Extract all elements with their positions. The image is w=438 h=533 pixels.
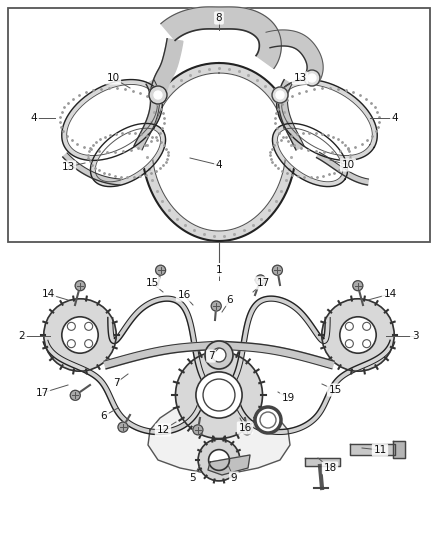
Circle shape [276, 91, 284, 99]
Text: 18: 18 [323, 463, 337, 473]
Text: 16: 16 [238, 423, 251, 433]
Circle shape [304, 70, 320, 86]
Circle shape [205, 341, 233, 369]
Polygon shape [208, 455, 250, 475]
Polygon shape [104, 341, 219, 369]
Circle shape [70, 390, 80, 400]
Circle shape [176, 351, 262, 439]
Text: 19: 19 [281, 393, 295, 403]
Circle shape [155, 265, 166, 275]
Text: 13: 13 [293, 73, 307, 83]
Circle shape [44, 299, 116, 371]
Circle shape [255, 407, 281, 433]
Text: 7: 7 [208, 351, 214, 361]
Text: 14: 14 [41, 289, 55, 299]
Circle shape [272, 265, 283, 275]
Polygon shape [148, 396, 290, 474]
Polygon shape [305, 458, 340, 466]
Circle shape [149, 86, 167, 104]
Polygon shape [91, 124, 166, 187]
Circle shape [212, 348, 226, 362]
Circle shape [67, 340, 75, 348]
Circle shape [353, 281, 363, 290]
Polygon shape [279, 80, 304, 150]
Polygon shape [134, 80, 159, 150]
Circle shape [85, 340, 93, 348]
Circle shape [255, 275, 265, 285]
Text: 10: 10 [106, 73, 120, 83]
Circle shape [260, 412, 276, 428]
Text: 11: 11 [373, 445, 387, 455]
Text: 2: 2 [19, 331, 25, 341]
Text: 14: 14 [383, 289, 397, 299]
Text: 13: 13 [61, 162, 74, 172]
Circle shape [118, 422, 128, 432]
Bar [8, 8, 430, 242]
Polygon shape [219, 341, 334, 369]
Circle shape [272, 87, 288, 103]
Circle shape [203, 379, 235, 411]
Polygon shape [393, 441, 405, 458]
Circle shape [85, 322, 93, 330]
Polygon shape [317, 152, 368, 185]
Circle shape [62, 317, 98, 353]
Polygon shape [266, 30, 323, 82]
Circle shape [363, 322, 371, 330]
Polygon shape [108, 296, 212, 390]
Text: 7: 7 [113, 378, 119, 388]
Circle shape [322, 299, 394, 371]
Polygon shape [63, 153, 120, 185]
Polygon shape [67, 84, 157, 156]
Text: 1: 1 [215, 265, 223, 275]
Text: 15: 15 [328, 385, 342, 395]
Text: 4: 4 [392, 113, 398, 123]
Polygon shape [95, 128, 161, 182]
Circle shape [193, 425, 203, 435]
Circle shape [308, 74, 316, 82]
Polygon shape [282, 84, 372, 156]
Text: 4: 4 [31, 113, 37, 123]
Polygon shape [272, 124, 347, 187]
Circle shape [363, 340, 371, 348]
Polygon shape [226, 296, 330, 390]
Polygon shape [277, 128, 343, 182]
Polygon shape [62, 79, 162, 160]
Text: 12: 12 [156, 425, 170, 435]
Text: 5: 5 [190, 473, 196, 483]
Polygon shape [277, 79, 377, 160]
Text: 8: 8 [215, 13, 223, 23]
Circle shape [211, 301, 221, 311]
Text: 6: 6 [227, 295, 233, 305]
Circle shape [67, 322, 75, 330]
Circle shape [198, 439, 240, 481]
Text: 17: 17 [35, 388, 49, 398]
Polygon shape [142, 63, 296, 241]
Circle shape [196, 372, 242, 418]
Text: 6: 6 [101, 411, 107, 421]
Text: 17: 17 [256, 278, 270, 288]
Text: 15: 15 [145, 278, 159, 288]
Text: 10: 10 [342, 160, 355, 170]
Polygon shape [161, 7, 281, 68]
Circle shape [154, 91, 162, 99]
Circle shape [345, 322, 353, 330]
Text: 3: 3 [412, 331, 418, 341]
Text: 16: 16 [177, 290, 191, 300]
Polygon shape [152, 73, 286, 231]
Circle shape [208, 450, 230, 471]
Polygon shape [350, 444, 395, 455]
Polygon shape [43, 340, 202, 434]
Circle shape [75, 281, 85, 290]
Text: 4: 4 [215, 160, 223, 170]
Circle shape [242, 425, 252, 435]
Text: 9: 9 [231, 473, 237, 483]
Polygon shape [236, 340, 395, 434]
Circle shape [340, 317, 376, 353]
Circle shape [345, 340, 353, 348]
Polygon shape [150, 39, 183, 96]
